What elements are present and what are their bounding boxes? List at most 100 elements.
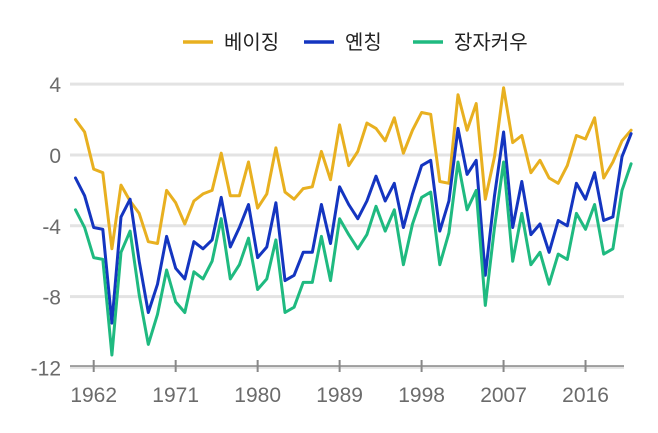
x-axis: 1962 1971 1980 1989 1998 2007 2016 [70, 360, 624, 407]
data-point [229, 245, 232, 249]
data-point [374, 127, 378, 130]
data-point [529, 233, 533, 236]
data-point [629, 132, 633, 135]
data-point [274, 201, 278, 204]
data-point [411, 222, 414, 226]
data-point [520, 134, 523, 137]
data-point [520, 180, 523, 183]
series-line-1 [74, 126, 633, 325]
data-point [547, 282, 551, 286]
data-point [493, 194, 496, 197]
data-point [320, 150, 323, 153]
data-point [311, 185, 314, 189]
y-axis: 4 0 -4 -8 -12 [31, 74, 62, 380]
y-tick-label: 4 [49, 74, 61, 97]
data-point [447, 199, 451, 203]
data-point [192, 199, 196, 203]
data-point [575, 212, 578, 215]
data-point [520, 212, 523, 215]
series-points-0 [74, 86, 633, 250]
data-point [347, 203, 350, 206]
data-point [247, 236, 250, 240]
data-point [438, 180, 442, 183]
data-point [420, 196, 423, 199]
data-point [220, 151, 223, 155]
data-point [465, 208, 469, 212]
data-point [456, 93, 460, 96]
data-point [611, 215, 615, 219]
data-point [365, 121, 369, 125]
series-points-1 [74, 127, 633, 325]
data-point [393, 208, 396, 212]
data-point [238, 263, 241, 266]
data-point [557, 219, 560, 222]
data-point [283, 190, 287, 194]
data-point [611, 247, 615, 250]
data-point [511, 141, 514, 144]
data-point [584, 228, 587, 231]
data-point [575, 182, 578, 185]
legend-label: 베이징 [224, 30, 279, 54]
data-point [411, 128, 414, 132]
data-point [374, 175, 378, 178]
data-point [538, 251, 542, 254]
data-point [475, 189, 478, 192]
y-tick-label: -4 [42, 216, 61, 239]
data-point [265, 192, 268, 196]
data-point [147, 343, 150, 346]
data-point [438, 229, 442, 233]
x-tick-label: 2007 [480, 384, 527, 407]
legend-label: 장자커우 [454, 30, 528, 54]
y-tick-label: -8 [42, 287, 61, 310]
data-point [402, 151, 405, 155]
data-point [156, 313, 159, 316]
data-point [320, 203, 323, 206]
data-point [265, 277, 268, 281]
data-point [256, 288, 259, 291]
data-point [620, 139, 624, 143]
data-point [92, 167, 95, 171]
data-point [192, 270, 196, 273]
data-point [301, 251, 305, 254]
data-point [511, 226, 514, 229]
data-point [256, 206, 259, 210]
data-point [183, 277, 186, 281]
data-point [584, 137, 587, 141]
data-point [484, 198, 487, 201]
data-point [83, 194, 86, 197]
data-point [429, 190, 432, 194]
data-point [128, 229, 132, 233]
data-point [493, 155, 496, 158]
data-point [429, 159, 432, 162]
data-point [547, 251, 551, 254]
data-point [174, 300, 177, 304]
data-point [356, 217, 360, 220]
x-tick-label: 1971 [152, 384, 199, 407]
data-point [92, 226, 95, 229]
data-point [356, 150, 360, 153]
data-point [119, 215, 123, 219]
legend: 베이징 옌칭 장자커우 [183, 30, 528, 54]
data-point [456, 127, 460, 130]
data-point [74, 208, 77, 212]
data-point [192, 240, 196, 243]
data-point [210, 189, 214, 192]
data-point [329, 242, 332, 245]
data-point [292, 198, 296, 201]
data-point [593, 171, 596, 174]
data-point [201, 247, 205, 250]
data-point [584, 198, 587, 201]
data-point [83, 226, 86, 229]
data-point [465, 128, 469, 132]
data-point [593, 116, 596, 119]
data-point [602, 252, 605, 256]
series-lines [74, 86, 633, 357]
data-point [365, 233, 369, 236]
data-point [320, 235, 323, 238]
data-point [484, 304, 487, 307]
data-point [174, 267, 177, 270]
data-point [402, 226, 405, 229]
data-point [338, 185, 341, 189]
data-point [283, 311, 287, 314]
data-point [229, 277, 232, 281]
